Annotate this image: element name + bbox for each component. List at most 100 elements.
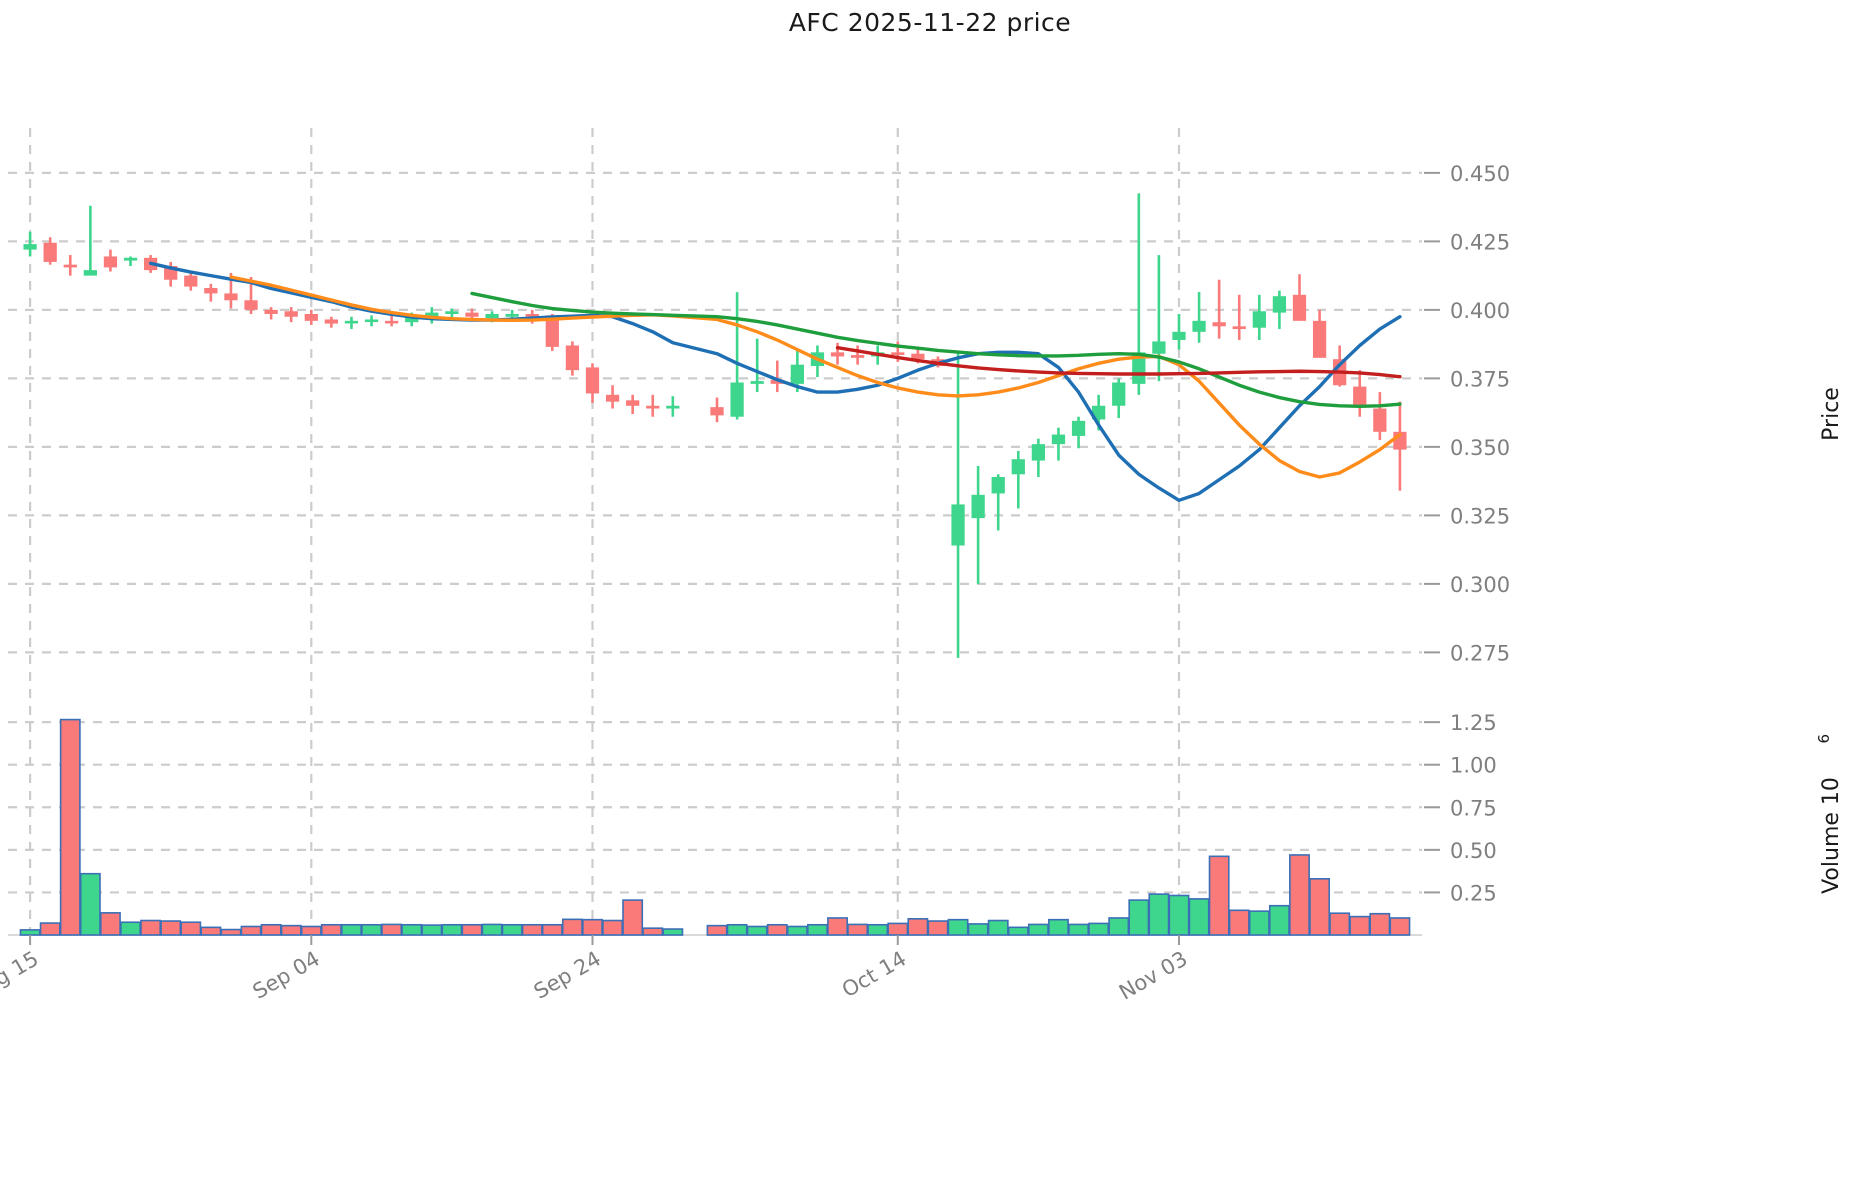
volume-bar [726,923,748,936]
volume-bar [947,918,969,936]
volume-bar [361,923,382,936]
candle-body [605,394,620,402]
candle-body [626,400,640,406]
candle-body [1373,408,1387,432]
volume-bar [541,923,563,936]
candle-body [1252,311,1266,328]
volume-bar [401,923,423,936]
candle-body [204,287,218,294]
candlestick-layer [23,193,1407,658]
candle-body [344,320,359,324]
candle-body [1112,382,1126,406]
volume-bar [786,925,808,936]
price-tick-label: 0.400 [1450,299,1510,323]
volume-bar [1248,910,1270,936]
candle-body [1152,341,1166,354]
ma-line-1 [229,275,1402,479]
x-tick-label: Oct 14 [838,947,910,1003]
volume-bar [341,923,362,936]
volume-bar [887,922,909,936]
volume-bar [120,921,141,936]
price-axis-title: Price [1819,387,1844,441]
candle-body [505,313,519,317]
volume-bar [706,924,728,936]
volume-bar [59,718,81,936]
candle-body [891,352,905,355]
candle-body [1092,405,1106,420]
price-tick-label: 0.350 [1450,436,1510,460]
candle-body [646,405,660,409]
candle-body [790,364,804,384]
candle-body [264,309,278,314]
volume-bar [381,923,403,936]
volume-bar [561,918,583,936]
candle-body [385,320,399,324]
volume-bar [1309,878,1331,936]
volume-bar [1188,898,1210,936]
volume-tick-label: 1.25 [1450,711,1497,735]
price-tick-label: 0.300 [1450,573,1510,597]
x-axis-labels: Aug 15 Sep 04 Sep 24 Oct 14 Nov 03 [0,935,1191,1005]
volume-bar [602,919,624,936]
candle-body [103,256,118,268]
volume-bar [1068,923,1089,936]
volume-bar [180,921,202,936]
volume-bar [39,922,61,936]
price-tick-label: 0.325 [1450,504,1510,528]
volume-bar [867,923,889,936]
volume-bar [79,872,101,936]
candle-body [585,367,600,394]
candle-body [1192,320,1206,332]
candle-body [1011,459,1025,475]
candle-body [123,257,138,261]
candle-body [324,319,339,324]
candle-body [545,315,559,347]
candle-body [991,477,1005,494]
volume-bar [421,924,443,936]
volume-bar [1048,918,1069,936]
x-tick-label: Nov 03 [1115,947,1191,1005]
candle-body [850,355,865,358]
volume-bar [927,920,949,936]
candle-body [224,293,238,301]
candle-body [1312,320,1327,358]
candle-body [63,264,77,268]
candle-body [1212,322,1226,327]
candle-body [43,242,57,262]
volume-bar [441,923,463,936]
ma-line-0 [148,261,1402,503]
volume-bar [260,923,282,936]
candle-body [1353,386,1367,408]
candle-body [951,504,965,546]
volume-bar [1108,917,1130,936]
volume-tick-label: 1.00 [1450,754,1497,778]
candle-body [1132,352,1146,384]
candle-body [485,313,499,319]
volume-bar [240,925,262,936]
volume-bar [220,928,242,936]
volume-bar [1208,855,1230,936]
volume-bar [160,920,182,936]
chart-title: AFC 2025-11-22 price [788,8,1072,37]
ma-line-3 [835,345,1402,379]
grid-layer [8,128,1422,935]
candle-body [1292,294,1307,321]
volume-bar [501,923,523,936]
candle-body [304,313,318,321]
volume-tick-label: 0.75 [1450,796,1497,820]
volume-axis-title: Volume 10 6 [1815,734,1844,894]
candle-body [23,244,37,250]
price-tick-label: 0.275 [1450,641,1510,665]
volume-bar [481,923,503,936]
price-tick-label: 0.450 [1450,162,1510,186]
candle-body [1172,331,1186,341]
volume-bar [140,919,162,936]
volume-tick-label: 0.25 [1450,881,1497,905]
candle-body [184,275,198,287]
candle-body [666,405,680,409]
candle-body [525,313,539,317]
ma-line-2 [470,291,1402,409]
candle-body [770,379,784,384]
volume-bar [280,924,302,936]
